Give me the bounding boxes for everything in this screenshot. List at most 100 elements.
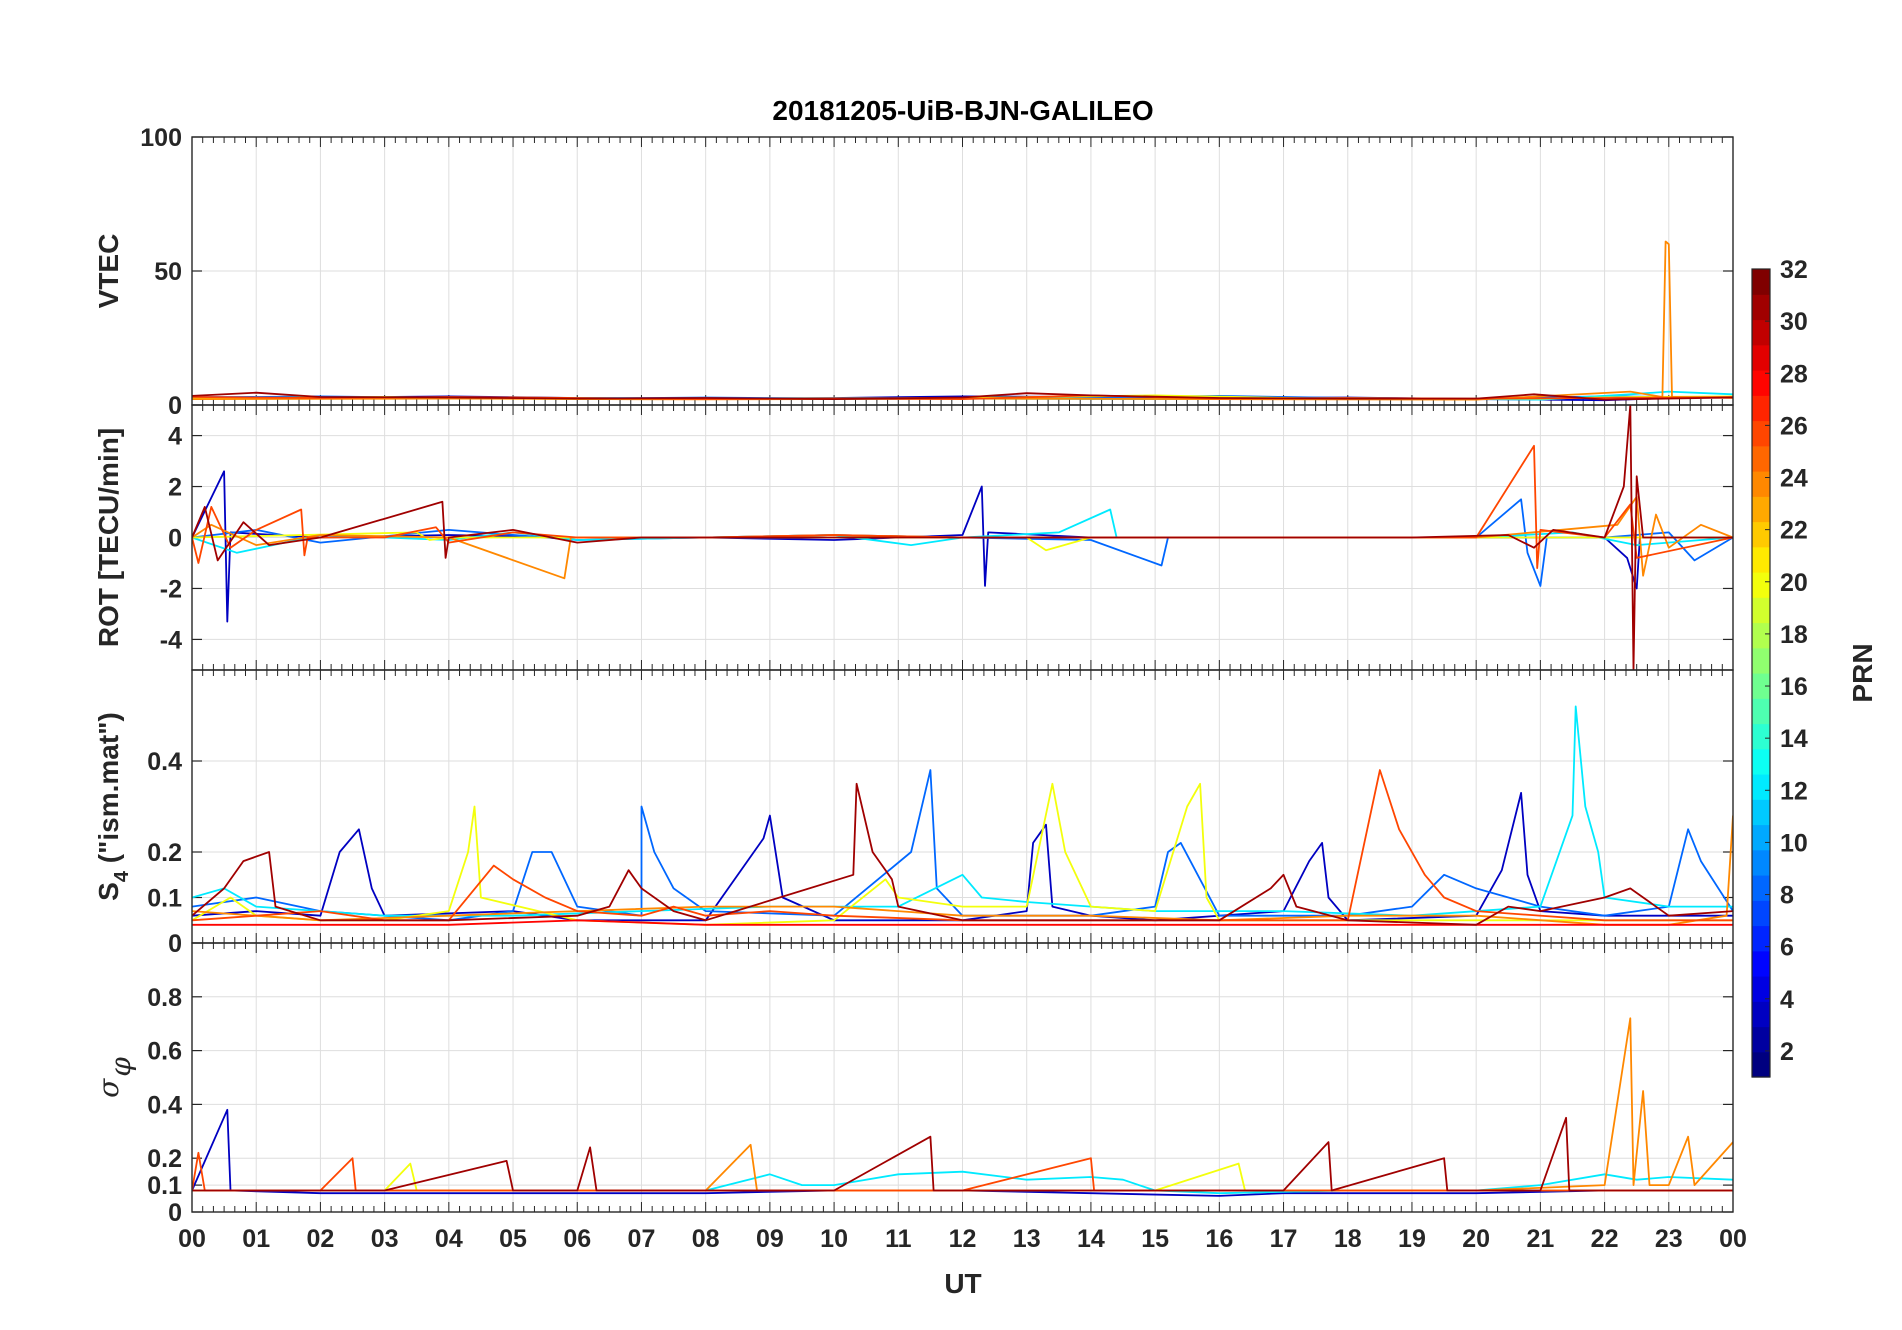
colorbar-segment [1752,445,1770,472]
series-line-prn-12 [192,705,1733,917]
colorbar-segment [1752,698,1770,725]
colorbar-tick-label: 18 [1780,621,1808,649]
y-tick-label: 0.8 [147,984,182,1012]
colorbar-segment [1752,799,1770,826]
colorbar-segment [1752,572,1770,598]
y-tick-label: 4 [168,423,182,451]
colorbar-segment [1752,673,1770,699]
y-label-sub: 4 [111,870,133,882]
colorbar-segment [1752,900,1770,927]
y-label-main: S [93,882,124,901]
colorbar-segment [1752,370,1770,396]
y-tick-label: 0.6 [147,1038,182,1066]
colorbar-tick-label: 26 [1780,412,1808,440]
colorbar-segment [1752,1001,1770,1028]
colorbar-segment [1752,471,1770,497]
colorbar-tick-label: 20 [1780,569,1808,597]
colorbar-segment [1752,950,1770,977]
axes-frame [191,942,1734,1213]
series-group [192,240,1733,402]
x-tick-label: 23 [1655,1225,1683,1253]
x-tick-label: 22 [1591,1225,1619,1253]
x-tick-label: 00 [1719,1225,1747,1253]
x-tick-label: 10 [820,1225,848,1253]
x-tick-label: 16 [1205,1225,1233,1253]
colorbar-segment [1752,319,1770,346]
y-axis-label: σφ [92,1057,137,1098]
y-axis-label: S4 ("ism.mat") [93,712,133,901]
x-tick-label: 02 [307,1225,335,1253]
colorbar-tick-label: 30 [1780,308,1808,336]
y-tick-label: 0.1 [147,1172,182,1200]
colorbar-segment [1752,875,1770,901]
y-tick-label: 100 [140,124,182,152]
series-line-prn-31 [192,1116,1733,1192]
series-group [192,405,1733,670]
colorbar-segment [1752,344,1770,371]
colorbar-tick-label: 10 [1780,829,1808,857]
y-tick-label: 0 [168,525,182,553]
colorbar-tick-label: 32 [1780,256,1808,284]
colorbar-tick-label: 22 [1780,517,1808,545]
x-tick-label: 04 [435,1225,463,1253]
colorbar-tick-label: 8 [1780,882,1794,910]
colorbar-tick-label: 2 [1780,1038,1794,1066]
y-tick-label: 0.2 [147,1145,182,1173]
colorbar-tick-label: 4 [1780,986,1794,1014]
x-tick-label: 15 [1141,1225,1169,1253]
x-tick-label: 11 [885,1225,912,1253]
colorbar-segment [1752,824,1770,851]
y-axis-label: ROT [TECU/min] [93,428,124,647]
colorbar-segment [1752,925,1770,952]
colorbar-segment [1752,269,1770,295]
y-tick-label: 0 [168,930,182,958]
colorbar-tick-label: 28 [1780,360,1808,388]
y-tick-label: 0 [168,392,182,420]
x-tick-label: 00 [178,1225,206,1253]
colorbar-segment [1752,597,1770,624]
colorbar-segment [1752,546,1770,573]
x-tick-label: 21 [1526,1225,1554,1253]
y-tick-label: 0 [168,1199,182,1227]
series-line-prn-31 [192,782,1733,926]
x-tick-label: 03 [371,1225,399,1253]
series-line-prn-8 [192,769,1733,922]
x-tick-label: 08 [692,1225,720,1253]
y-tick-label: 0.4 [147,748,182,776]
y-tick-label: 0.4 [147,1091,182,1119]
x-tick-label: 20 [1462,1225,1490,1253]
x-tick-label: 12 [949,1225,977,1253]
colorbar-segment [1752,1026,1770,1053]
colorbar-segment [1752,748,1770,775]
panel-vtec: 0 50 100 VTEC [93,124,1734,420]
y-label-phi: φ [104,1057,137,1077]
colorbar-segment [1752,496,1770,523]
series-line-prn-26 [192,769,1733,922]
colorbar-tick-label: 16 [1780,673,1808,701]
x-tick-label: 01 [242,1225,270,1253]
colorbar-tick-label: 12 [1780,777,1808,805]
colorbar-segment [1752,723,1770,750]
y-label-sigma: σ [92,1078,125,1098]
series-group [192,1017,1733,1197]
series-line-prn-31 [192,405,1733,670]
x-tick-label: 14 [1077,1225,1105,1253]
y-axis-label: VTEC [93,234,124,309]
colorbar-segment [1752,976,1770,1002]
x-axis-label: UT [944,1268,981,1299]
x-tick-label: 17 [1270,1225,1298,1253]
x-tick-label: 09 [756,1225,784,1253]
colorbar-segment [1752,849,1770,876]
colorbar-segment [1752,647,1770,674]
x-tick-label: 13 [1013,1225,1041,1253]
colorbar-segment [1752,294,1770,321]
series-line-prn-3 [192,792,1733,922]
colorbar-segment [1752,395,1770,422]
colorbar-segment [1752,420,1770,447]
x-tick-label: 05 [499,1225,527,1253]
panel-s4: 0 0.1 0.2 0.4 S4 ("ism.mat") [93,669,1734,958]
y-tick-label: 0.2 [147,839,182,867]
panel-sigma_phi: 00.10.2 0.4 0.6 0.8 σφ 00 01 02 03 04 05 06 07 08 09 10… [92,942,1747,1253]
